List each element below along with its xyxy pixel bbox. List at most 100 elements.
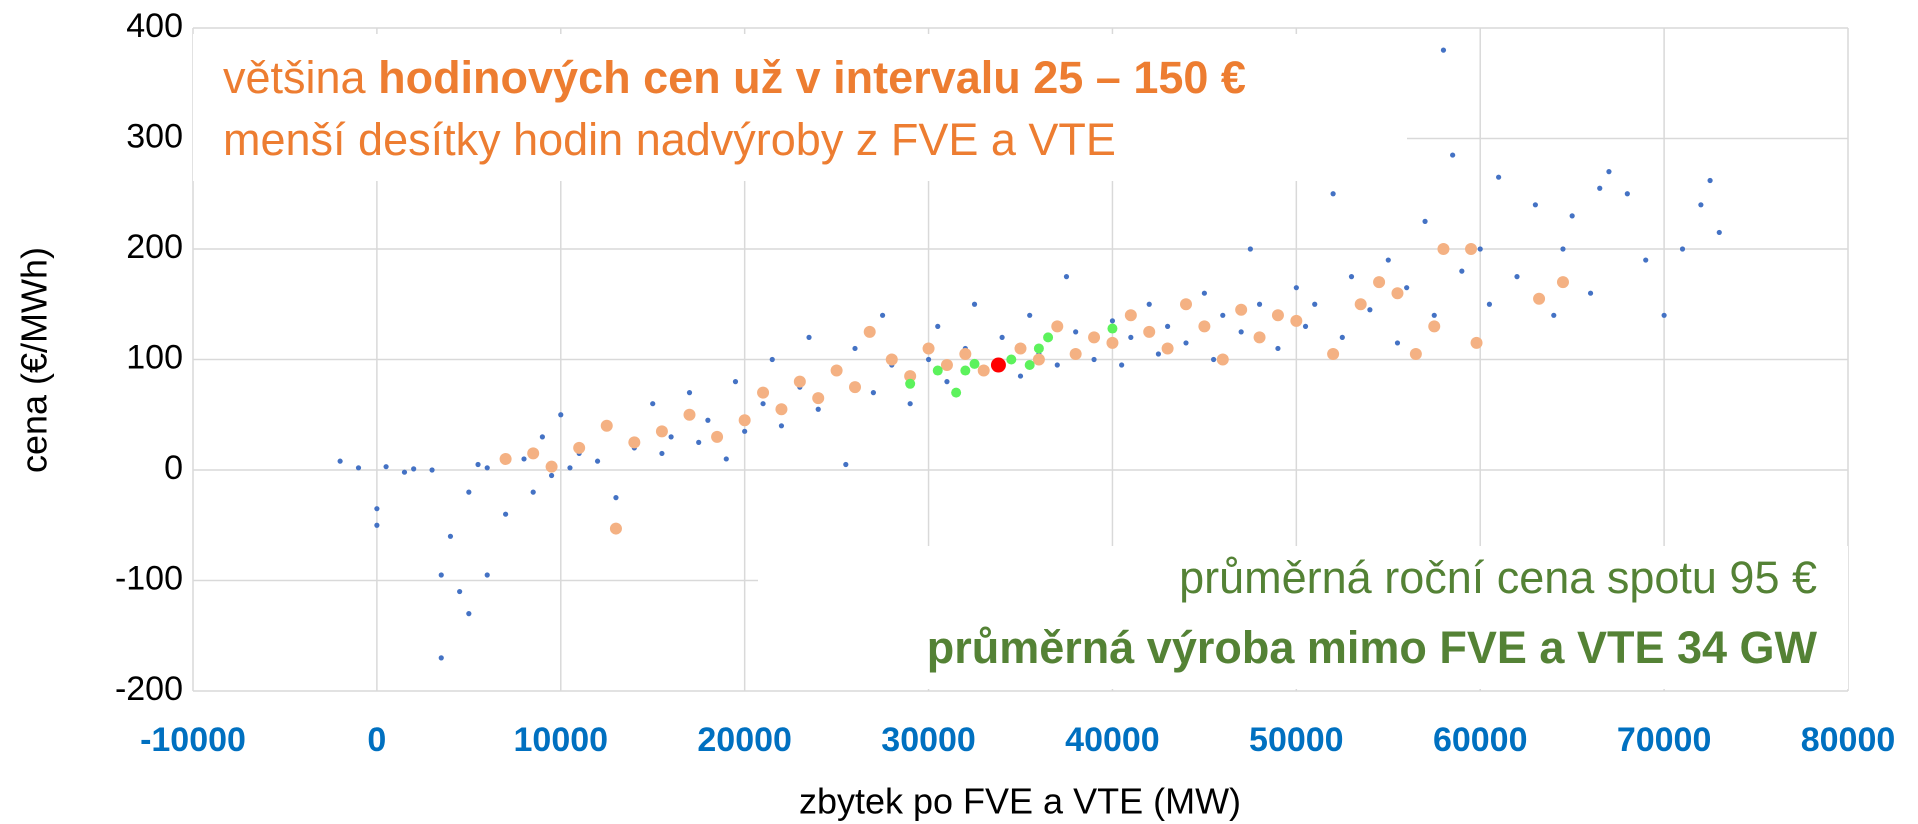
point (742, 428, 748, 434)
x-tick-label: 0 (367, 721, 386, 759)
point (447, 533, 454, 539)
annotation-part: většina (223, 52, 378, 103)
annotation-part: hodinových cen už v intervalu 25 – 150 € (378, 52, 1246, 103)
point (1465, 243, 1478, 255)
point (1275, 345, 1281, 352)
point (573, 441, 586, 454)
point (567, 465, 573, 471)
point (659, 450, 665, 457)
point (683, 408, 696, 421)
point (738, 414, 751, 427)
point (650, 401, 656, 407)
point (466, 489, 472, 495)
point (1155, 351, 1162, 357)
point (1587, 290, 1594, 296)
point (503, 511, 509, 517)
point (1348, 274, 1355, 280)
point (1312, 301, 1318, 307)
point (668, 434, 674, 440)
point (530, 489, 536, 495)
point (1440, 47, 1447, 53)
point (355, 465, 362, 471)
point (1367, 307, 1373, 313)
point (1161, 342, 1174, 355)
point (732, 379, 739, 385)
point (1290, 314, 1303, 327)
point (932, 365, 943, 376)
point (1201, 290, 1207, 296)
point (711, 430, 724, 443)
point (1624, 191, 1630, 197)
point (1437, 243, 1450, 255)
point (1391, 287, 1404, 300)
point (466, 611, 472, 617)
point (843, 461, 849, 468)
point (863, 325, 876, 338)
annotation: většina hodinových cen už v intervalu 25… (223, 52, 1246, 103)
annotation-box (193, 34, 1407, 181)
point (977, 364, 990, 377)
point (849, 381, 861, 394)
point (609, 522, 622, 535)
point (1422, 218, 1428, 224)
point (1431, 312, 1437, 318)
point (1302, 323, 1309, 329)
point (999, 334, 1005, 340)
point (793, 375, 806, 388)
annotation: menší desítky hodin nadvýroby z FVE a VT… (223, 114, 1116, 165)
point (905, 378, 916, 389)
point (374, 522, 380, 528)
point (1679, 246, 1686, 252)
point (1698, 202, 1704, 208)
y-tick-label: 0 (164, 449, 183, 487)
point (1247, 246, 1253, 252)
point (1165, 323, 1171, 329)
point (1146, 301, 1152, 307)
point (484, 572, 490, 578)
y-tick-label: 200 (126, 228, 183, 266)
point (1220, 312, 1226, 318)
x-tick-label: 50000 (1249, 721, 1344, 759)
point (1107, 323, 1118, 334)
point (1210, 356, 1217, 363)
point (1560, 246, 1566, 252)
point (705, 417, 711, 423)
point (1043, 332, 1054, 343)
point (521, 456, 527, 462)
point (1017, 373, 1024, 379)
point (628, 436, 641, 449)
point (613, 495, 619, 501)
point (1143, 325, 1156, 338)
point (411, 466, 417, 472)
point (1394, 340, 1401, 346)
point (1238, 329, 1244, 335)
x-tick-label: 40000 (1065, 721, 1160, 759)
point (922, 342, 935, 355)
point (870, 390, 876, 396)
point (944, 379, 950, 385)
x-tick-label: -10000 (140, 721, 246, 759)
point (1514, 274, 1520, 280)
point (1198, 320, 1211, 333)
point (438, 655, 444, 661)
point (1063, 274, 1070, 280)
x-axis-label: zbytek po FVE a VTE (MW) (799, 781, 1241, 822)
point (383, 464, 389, 470)
point (1091, 356, 1097, 363)
point (527, 447, 540, 460)
point (1256, 301, 1263, 307)
point (1385, 257, 1391, 263)
point (951, 387, 962, 398)
point (778, 423, 785, 429)
point (723, 456, 729, 462)
point (545, 460, 558, 473)
point (806, 334, 812, 340)
point (1183, 340, 1189, 346)
point (1088, 331, 1101, 344)
point (1128, 334, 1134, 340)
point (1450, 152, 1456, 158)
annotation-part: menší desítky hodin nadvýroby z FVE a VT… (223, 114, 1116, 165)
point (990, 357, 1006, 373)
point (1024, 360, 1035, 371)
point (1556, 276, 1569, 289)
